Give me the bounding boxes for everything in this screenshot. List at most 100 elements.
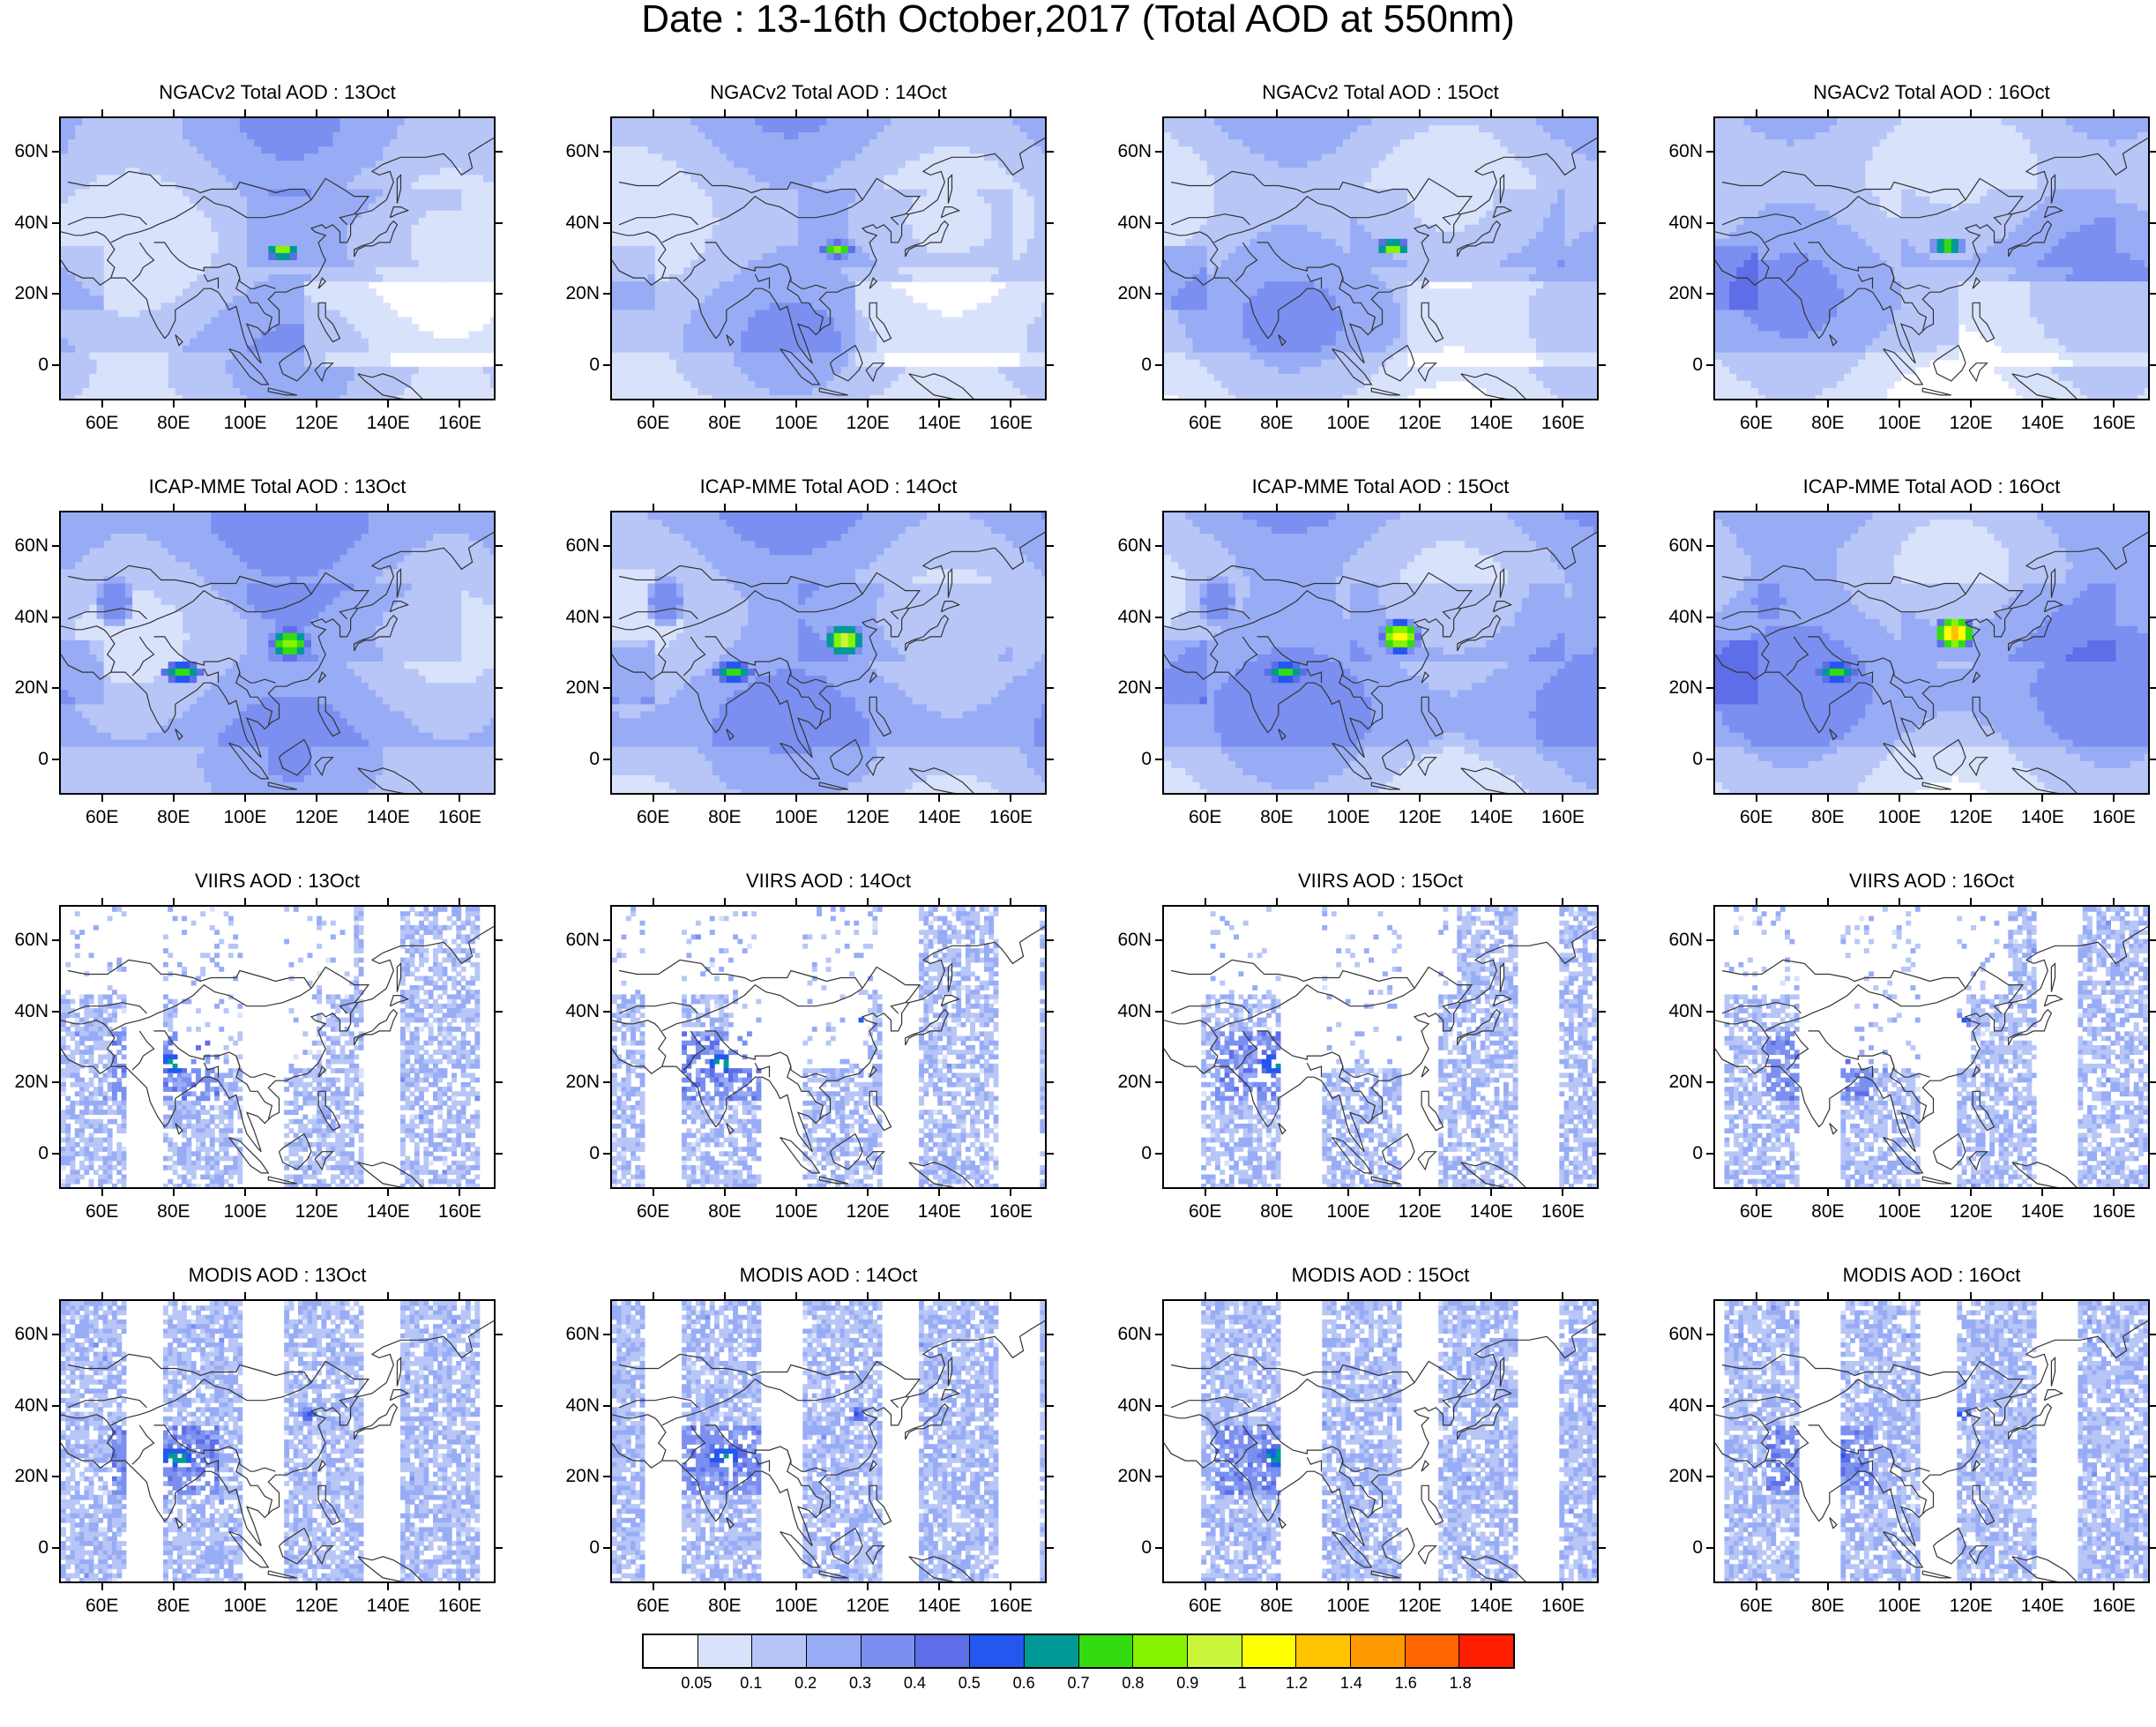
lat-tick <box>496 1081 503 1084</box>
colorbar-level-label: 0.9 <box>1161 1674 1214 1693</box>
colorbar-level-label: 0.05 <box>670 1674 723 1693</box>
lat-tick <box>496 1152 503 1155</box>
colorbar-level-label: 0.2 <box>780 1674 832 1693</box>
lon-tick-label: 80E <box>690 413 760 434</box>
lat-tick <box>603 1334 610 1336</box>
lon-tick <box>1010 1189 1012 1196</box>
lon-tick <box>723 109 726 116</box>
lon-tick-label: 160E <box>2078 1596 2149 1617</box>
lon-tick <box>1898 795 1900 802</box>
lon-tick <box>101 1189 103 1196</box>
lon-tick <box>1826 1583 1829 1590</box>
lat-tick <box>1706 363 1713 366</box>
lon-tick-label: 100E <box>210 807 280 828</box>
colorbar-box <box>1133 1635 1188 1667</box>
lon-tick-label: 60E <box>1721 1596 1792 1617</box>
lat-tick-label: 40N <box>0 607 48 628</box>
aod-cells <box>61 512 494 793</box>
lon-tick-label: 140E <box>1456 413 1526 434</box>
lon-tick <box>459 504 461 511</box>
lon-tick <box>652 504 654 511</box>
lat-tick <box>496 151 503 153</box>
lon-tick-label: 80E <box>1793 413 1863 434</box>
lat-tick <box>1706 1404 1713 1407</box>
lat-tick <box>1155 1546 1162 1549</box>
lon-tick-label: 160E <box>424 807 495 828</box>
lon-tick-label: 60E <box>1170 413 1241 434</box>
lat-tick-label: 40N <box>0 1395 48 1417</box>
colorbar-level-label: 1 <box>1216 1674 1269 1693</box>
lon-tick-label: 140E <box>904 807 974 828</box>
lat-tick <box>1047 687 1054 690</box>
map-plot-area <box>1713 511 2150 795</box>
lat-tick <box>52 363 59 366</box>
lat-tick <box>1047 1404 1054 1407</box>
lon-tick <box>1010 504 1012 511</box>
lon-tick <box>1490 1583 1493 1590</box>
lat-tick <box>496 939 503 942</box>
lon-tick <box>2113 1189 2115 1196</box>
lat-tick-label: 20N <box>1650 283 1703 304</box>
lon-tick <box>723 795 726 802</box>
lat-tick <box>1706 1010 1713 1013</box>
lat-tick <box>1155 1010 1162 1013</box>
lon-tick-label: 100E <box>210 1596 280 1617</box>
lon-tick <box>1204 1189 1206 1196</box>
lat-tick <box>1047 363 1054 366</box>
colorbar-level-label: 0.3 <box>834 1674 887 1693</box>
colorbar-box <box>1296 1635 1351 1667</box>
lon-tick <box>938 109 941 116</box>
lat-tick-label: 60N <box>0 535 48 557</box>
lat-tick <box>1155 1081 1162 1084</box>
lon-tick-label: 100E <box>761 807 832 828</box>
lon-tick <box>652 400 654 407</box>
lon-tick-label: 120E <box>832 1596 903 1617</box>
lon-tick <box>172 1189 175 1196</box>
map-plot-area <box>59 1299 496 1583</box>
lat-tick <box>1047 1152 1054 1155</box>
lon-tick <box>316 1583 318 1590</box>
lon-tick-label: 60E <box>67 1596 138 1617</box>
lon-tick-label: 120E <box>1384 413 1455 434</box>
lon-tick <box>1419 898 1421 905</box>
coastlines <box>61 531 494 793</box>
lon-tick <box>387 898 390 905</box>
lon-tick <box>723 1189 726 1196</box>
lon-tick-label: 160E <box>2078 413 2149 434</box>
lon-tick <box>1970 1292 1973 1299</box>
map-plot-area <box>59 116 496 400</box>
colorbar-box <box>970 1635 1025 1667</box>
lon-tick-label: 160E <box>975 1201 1046 1222</box>
lat-tick <box>1599 616 1606 618</box>
panel-title: NGACv2 Total AOD : 13Oct <box>59 81 496 104</box>
lat-tick <box>1047 1546 1054 1549</box>
lon-tick <box>1562 504 1564 511</box>
lon-tick <box>2041 1189 2044 1196</box>
lon-tick <box>1898 1189 1900 1196</box>
panel-title: MODIS AOD : 13Oct <box>59 1264 496 1287</box>
lon-tick-label: 160E <box>424 1201 495 1222</box>
aod-field <box>1164 907 1597 1187</box>
lat-tick-label: 20N <box>0 1466 48 1487</box>
lon-tick <box>2041 504 2044 511</box>
lon-tick <box>1010 1292 1012 1299</box>
colorbar-box <box>915 1635 971 1667</box>
lat-tick <box>1706 1476 1713 1478</box>
lon-tick <box>1204 1583 1206 1590</box>
aod-cells <box>612 512 1045 793</box>
lat-tick <box>603 1152 610 1155</box>
lon-tick-label: 120E <box>281 413 352 434</box>
lon-tick-label: 80E <box>1242 413 1312 434</box>
lon-tick <box>2113 898 2115 905</box>
lat-tick <box>496 1476 503 1478</box>
lon-tick <box>1755 1189 1757 1196</box>
lon-tick <box>1898 504 1900 511</box>
lat-tick <box>603 758 610 760</box>
lat-tick <box>603 1010 610 1013</box>
lon-tick <box>316 109 318 116</box>
lon-tick <box>1826 1189 1829 1196</box>
lat-tick-label: 20N <box>547 1072 600 1093</box>
lon-tick <box>2041 1292 2044 1299</box>
lat-tick <box>1155 687 1162 690</box>
coastlines <box>1715 137 2148 399</box>
